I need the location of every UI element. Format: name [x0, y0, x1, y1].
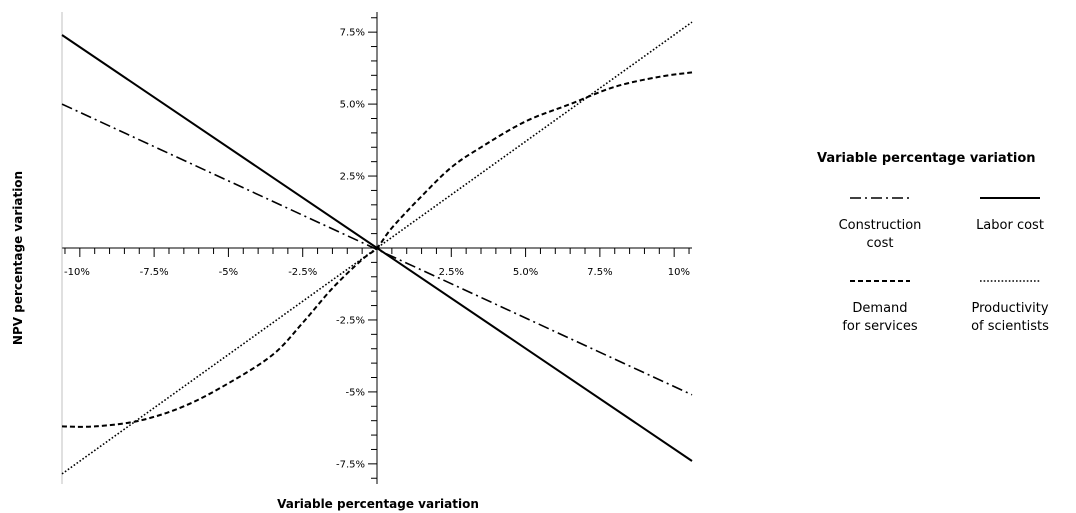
legend-title: Variable percentage variation [817, 151, 1036, 166]
legend-item-productivity-of-scientists: Productivity of scientists [971, 280, 1049, 334]
series-line-demand-for-services [61, 71, 693, 428]
y-tick-labels: 7.5% 5.0% 2.5% -2.5% -5% -7.5% [336, 28, 365, 471]
y-tick-label: -2.5% [336, 315, 365, 326]
legend-label: for services [842, 319, 918, 334]
x-tick-label: -10% [64, 267, 90, 278]
x-tick-label: 10% [668, 267, 690, 278]
series-line-construction-cost [61, 103, 693, 396]
legend-label: of scientists [971, 319, 1049, 334]
y-tick-label: -7.5% [336, 459, 365, 470]
x-tick-label: -2.5% [288, 267, 317, 278]
x-tick-label: -5% [219, 267, 238, 278]
legend-label: Construction [839, 218, 922, 233]
legend-item-construction-cost: Construction cost [839, 197, 922, 251]
x-tick-label: 7.5% [587, 267, 612, 278]
legend: Variable percentage variation Constructi… [817, 151, 1049, 334]
y-tick-label: 7.5% [340, 28, 365, 39]
x-tick-label: -7.5% [140, 267, 169, 278]
legend-label: Labor cost [976, 218, 1044, 233]
legend-label: cost [867, 236, 894, 251]
y-tick-label: -5% [346, 387, 365, 398]
legend-items: Construction cost Labor cost Demand for serv… [839, 197, 1049, 334]
axes: -10% -7.5% -5% -2.5% 2.5% 5.0% 7.5% 10% 7.5% 5.0… [61, 12, 692, 484]
x-minor-ticks [64, 248, 690, 257]
x-tick-label: 5.0% [513, 267, 538, 278]
y-axis-title: NPV percentage variation [11, 171, 25, 345]
y-tick-label: 5.0% [340, 100, 365, 111]
x-tick-label: 2.5% [439, 267, 464, 278]
y-minor-ticks [368, 17, 377, 479]
series-lines [61, 21, 693, 475]
x-tick-labels: -10% -7.5% -5% -2.5% 2.5% 5.0% 7.5% 10% [64, 267, 690, 278]
legend-label: Productivity [971, 301, 1048, 316]
legend-item-labor-cost: Labor cost [976, 197, 1044, 233]
legend-item-demand-for-services: Demand for services [842, 280, 918, 334]
y-tick-label: 2.5% [340, 172, 365, 183]
x-axis-title: Variable percentage variation [277, 497, 479, 511]
legend-label: Demand [852, 301, 907, 316]
